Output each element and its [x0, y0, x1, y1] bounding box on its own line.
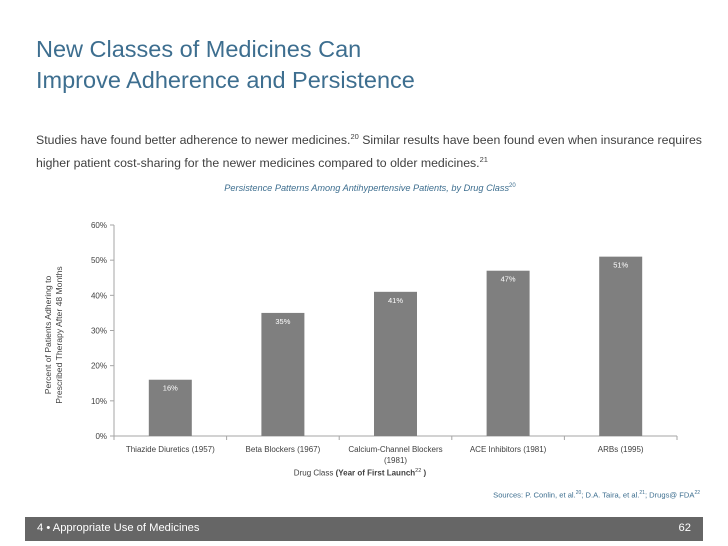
- y-tick-label: 20%: [91, 362, 107, 371]
- sources-text-2: ; D.A. Taira, et al.: [581, 490, 640, 500]
- chart-title-ref: 20: [509, 183, 516, 189]
- bar: [486, 270, 530, 436]
- chart-title: Persistence Patterns Among Antihypertens…: [140, 183, 600, 193]
- x-axis-label-bold: (Year of First Launch: [335, 468, 416, 478]
- x-category-label: ARBs (1995): [598, 445, 644, 454]
- subtitle-ref-1: 20: [350, 132, 359, 141]
- sources-text-1: Sources: P. Conlin, et al.: [493, 490, 576, 500]
- footer-section-label: 4 • Appropriate Use of Medicines: [37, 522, 200, 534]
- bar-value-label: 47%: [501, 275, 516, 284]
- y-tick-label: 10%: [91, 397, 107, 406]
- y-tick-label: 40%: [91, 291, 107, 300]
- x-axis-label-prefix: Drug Class: [293, 468, 336, 478]
- x-category-label: Thiazide Diuretics (1957): [126, 445, 215, 454]
- sources-ref-1: 20: [575, 490, 582, 496]
- sources-text-3: ; Drugs@ FDA: [644, 490, 695, 500]
- sources-ref-2: 21: [639, 490, 645, 496]
- y-tick-label: 60%: [91, 221, 107, 230]
- footer-bar: 4 • Appropriate Use of Medicines 62: [25, 517, 703, 541]
- chart-title-text: Persistence Patterns Among Antihypertens…: [224, 183, 510, 194]
- bar-value-label: 51%: [613, 261, 628, 270]
- slide-title-line-1: New Classes of Medicines Can: [36, 36, 362, 62]
- bar-value-label: 16%: [163, 384, 178, 393]
- subtitle-text-1: Studies have found better adherence to n…: [36, 133, 351, 148]
- x-category-label: Calcium-Channel Blockers: [348, 445, 442, 454]
- slide-title: New Classes of Medicines Can Improve Adh…: [36, 34, 696, 96]
- bar: [261, 312, 305, 436]
- bar: [599, 256, 643, 436]
- slide-subtitle: Studies have found better adherence to n…: [36, 127, 706, 173]
- sources-note: Sources: P. Conlin, et al.20; D.A. Taira…: [493, 490, 700, 500]
- bar-value-label: 41%: [388, 296, 403, 305]
- y-tick-label: 0%: [95, 432, 107, 441]
- page-number: 62: [678, 522, 691, 534]
- subtitle-text-2: Similar results have been found even whe…: [36, 133, 702, 171]
- bar: [148, 379, 192, 436]
- x-axis-label-suffix: ): [421, 468, 427, 478]
- x-axis-label-ref: 22: [415, 468, 422, 474]
- y-tick-label: 30%: [91, 327, 107, 336]
- x-category-label: ACE Inhibitors (1981): [470, 445, 547, 454]
- y-tick-label: 50%: [91, 256, 107, 265]
- slide-title-line-2: Improve Adherence and Persistence: [36, 67, 415, 93]
- x-category-label: Beta Blockers (1967): [246, 445, 321, 454]
- x-axis-label: Drug Class (Year of First Launch22 ): [230, 468, 490, 478]
- bar: [374, 291, 417, 436]
- x-category-label: (1981): [384, 456, 407, 465]
- sources-ref-3: 22: [694, 490, 700, 496]
- bar-value-label: 35%: [275, 317, 290, 326]
- subtitle-ref-2: 21: [479, 155, 488, 165]
